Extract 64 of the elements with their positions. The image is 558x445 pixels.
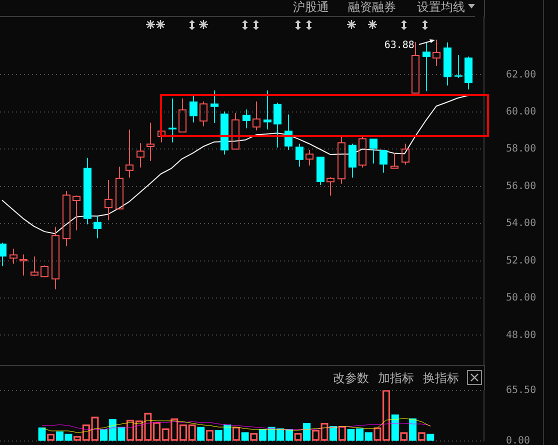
candlestick (190, 95, 198, 123)
candlestick (444, 42, 452, 86)
candlestick (168, 98, 176, 143)
candlestick (402, 143, 410, 166)
candlestick (126, 129, 134, 178)
text: 加指标 (378, 371, 414, 385)
bar (391, 414, 399, 441)
y-tick-label: 52.00 (506, 255, 536, 266)
candlestick (264, 90, 272, 130)
candlestick (220, 111, 228, 156)
y-tick-label: 56.00 (506, 180, 536, 192)
candlestick (94, 216, 102, 239)
y-tick-label: 0.00 (506, 436, 530, 445)
candlestick (84, 157, 92, 225)
bar (329, 426, 338, 441)
text: 换指标 (423, 371, 459, 385)
bar (408, 418, 417, 441)
candlestick (464, 56, 472, 90)
text: 沪股通 (293, 0, 329, 14)
candlestick (390, 152, 398, 169)
candlestick (296, 143, 304, 168)
candlestick (348, 143, 356, 178)
candlestick (0, 242, 6, 267)
annotation: 63.88 (384, 40, 414, 52)
candlestick (454, 54, 462, 79)
y-tick-label: 58.00 (506, 144, 536, 155)
candlestick (10, 248, 18, 264)
candlestick (274, 102, 282, 148)
bar (224, 424, 232, 441)
candlestick (326, 176, 334, 196)
candlestick (30, 256, 38, 276)
candlestick (72, 196, 80, 231)
candlestick (146, 122, 154, 162)
candlestick (20, 254, 28, 276)
candlestick (178, 98, 186, 133)
y-tick-label: 62.00 (506, 69, 536, 80)
candlestick (370, 138, 378, 164)
candlestick (338, 136, 346, 184)
y-tick-label: 54.00 (506, 218, 536, 230)
bar (118, 426, 126, 441)
candlestick (104, 180, 112, 221)
candlestick (62, 190, 70, 247)
y-tick-label: 65.50 (506, 384, 536, 396)
y-tick-label: 60.00 (506, 106, 536, 118)
y-tick-label: 48.00 (506, 330, 536, 341)
candlestick (242, 108, 250, 129)
candlestick (232, 112, 240, 150)
text: 融资融券 (348, 0, 396, 14)
bar (197, 426, 205, 441)
candlestick (158, 130, 166, 143)
candlestick (52, 226, 60, 290)
candlestick (252, 100, 260, 131)
candlestick (116, 166, 124, 210)
candlestick (210, 90, 218, 124)
candlestick (306, 149, 314, 166)
candlestick (422, 42, 430, 92)
bar (303, 422, 311, 441)
y-tick-label: 50.00 (506, 292, 536, 304)
candlestick (316, 156, 324, 186)
text: 设置均线 (417, 0, 465, 14)
bar (38, 428, 46, 441)
text: 改参数 (333, 371, 369, 385)
candlestick (136, 142, 144, 168)
candlestick (380, 150, 388, 174)
